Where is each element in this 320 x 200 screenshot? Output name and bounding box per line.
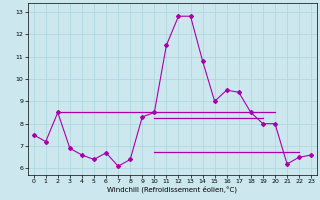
X-axis label: Windchill (Refroidissement éolien,°C): Windchill (Refroidissement éolien,°C)	[108, 186, 237, 193]
